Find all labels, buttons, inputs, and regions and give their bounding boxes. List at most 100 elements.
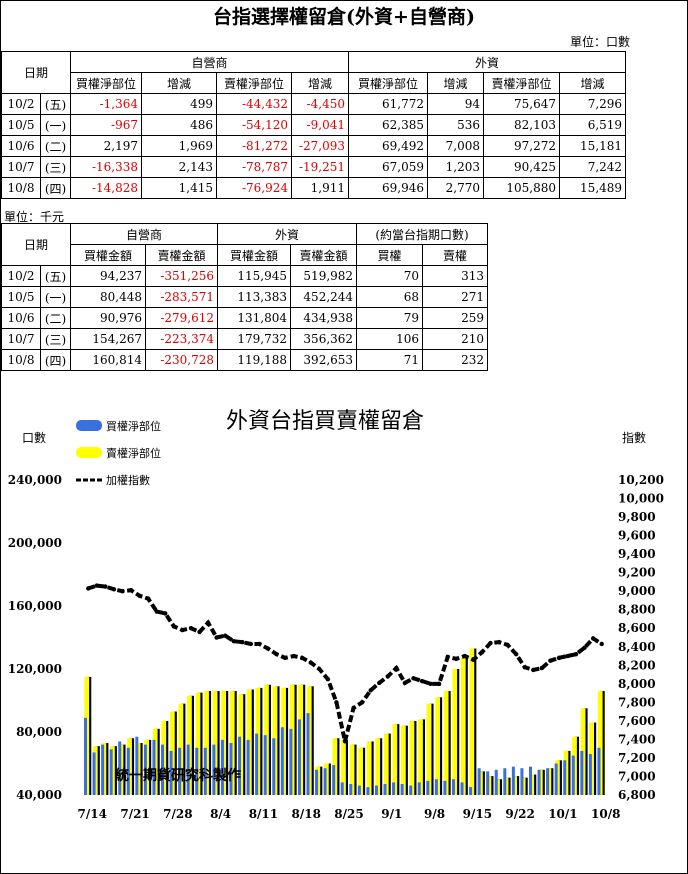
table-cell: 356,362 (290, 328, 358, 350)
index-point (548, 658, 553, 663)
bar-call-position (263, 735, 267, 795)
index-point (248, 641, 254, 647)
y2-tick-label: 10,200 (618, 473, 664, 487)
table-cell: -54,120 (216, 114, 293, 136)
column-header: 賣權金額 (145, 244, 219, 266)
row-weekday: (三) (39, 328, 72, 350)
bar-shadow (463, 657, 468, 795)
legend-label: 買權淨部位 (106, 419, 161, 433)
bar-put-position (392, 724, 398, 795)
page-title: 台指選擇權留倉(外資+自營商) (213, 6, 475, 28)
bar-shadow (275, 686, 280, 795)
table-cell: 71 (356, 349, 424, 371)
bar-call-position (220, 739, 224, 795)
index-point (188, 626, 194, 631)
row-weekday: (四) (39, 177, 72, 199)
table-cell: 2,770 (427, 177, 485, 199)
bar-call-position (392, 782, 396, 795)
table-cell: 67,059 (348, 156, 429, 178)
bar-call-position (469, 787, 473, 795)
bar-call-position (460, 782, 464, 795)
table-cell: -4,450 (291, 93, 350, 115)
table-cell: 1,203 (427, 156, 485, 178)
table-cell: 452,244 (290, 286, 358, 308)
bar-shadow (395, 724, 400, 795)
bar-call-position (417, 782, 421, 795)
table-row: 10/5 (一) -967 486 -54,120 -9,041 62,385 536 82,1… (1, 114, 627, 136)
x-axis-ticks: 7/14 7/21 7/28 8/4 8/11 8/18 8/25 9/1 9/8 9/15 9/2… (78, 807, 621, 821)
x-tick-label: 10/8 (591, 807, 620, 821)
x-tick-label: 8/18 (291, 807, 320, 821)
bar-call-position (409, 785, 413, 795)
bar-put-position (418, 719, 423, 795)
bar-put-position (375, 738, 381, 795)
table-cell: -14,828 (70, 177, 143, 199)
bar-call-position (366, 787, 370, 795)
table-cell: 160,814 (70, 349, 147, 371)
bar-call-position (426, 780, 430, 795)
table-cell: -230,728 (145, 349, 219, 371)
column-header: 增減 (141, 72, 218, 94)
x-tick-label: 9/8 (424, 807, 445, 821)
y-tick-label: 40,000 (16, 788, 62, 802)
y2-tick-label: 6,800 (618, 788, 656, 802)
index-point (419, 678, 425, 684)
row-weekday: (二) (39, 135, 72, 157)
bar-call-position (443, 780, 447, 795)
row-weekday: (四) (39, 349, 72, 371)
bar-put-position (460, 657, 466, 795)
bar-put-position (452, 669, 458, 795)
index-point (94, 583, 100, 588)
amount-unit-label: 單位：千元 (4, 210, 65, 224)
index-point (128, 588, 134, 593)
bar-shadow (266, 684, 271, 795)
bar-call-position (109, 749, 113, 795)
y2-tick-label: 9,800 (618, 510, 656, 524)
bar-call-position (143, 744, 147, 795)
table-row: 10/2 (五) 94,237 -351,256 115,945 519,982 70 313 (1, 265, 489, 287)
column-header: 買權金額 (70, 244, 147, 266)
index-point (325, 676, 331, 682)
bar-call-position (255, 733, 259, 795)
index-point (205, 620, 211, 625)
column-header: 賣權金額 (290, 244, 358, 266)
contracts-unit-label: 單位：口數 (569, 35, 630, 49)
bar-shadow (335, 738, 340, 795)
x-tick-label: 10/1 (548, 807, 577, 821)
legend-label: 賣權淨部位 (106, 446, 161, 460)
index-point (342, 739, 348, 744)
bar-call-position (537, 769, 541, 795)
bar-call-position (597, 747, 601, 795)
index-point (274, 651, 279, 657)
index-point (368, 688, 373, 693)
table-cell: 68 (356, 286, 424, 308)
table-cell: -967 (70, 114, 143, 136)
table-cell: 15,181 (559, 135, 627, 157)
bar-call-position (546, 768, 550, 795)
y-tick-label: 120,000 (8, 662, 62, 676)
bar-call-position (477, 768, 481, 795)
row-date: 10/8 (1, 177, 41, 199)
bar-put-position (366, 741, 372, 795)
table-cell: 519,982 (290, 265, 358, 287)
bar-put-position (426, 703, 432, 795)
left-axis-label: 口數 (22, 431, 46, 445)
date-header: 日期 (0, 223, 72, 266)
bar-shadow (343, 739, 348, 795)
table-cell: 90,976 (70, 307, 147, 329)
index-point (573, 651, 579, 657)
index-point (445, 654, 450, 660)
bar-call-position (494, 769, 498, 795)
bar-call-position (374, 785, 378, 795)
index-point (171, 624, 177, 629)
index-point (590, 636, 596, 641)
table-cell: 75,647 (483, 93, 561, 115)
bar-call-position (280, 727, 284, 795)
y2-tick-label: 9,600 (618, 529, 656, 543)
y2-tick-label: 8,000 (618, 677, 656, 691)
column-header: 買權淨部位 (348, 72, 429, 94)
table-cell: 1,911 (291, 177, 350, 199)
y2-tick-label: 7,800 (618, 695, 656, 709)
index-point (334, 700, 339, 705)
index-point (394, 665, 399, 671)
